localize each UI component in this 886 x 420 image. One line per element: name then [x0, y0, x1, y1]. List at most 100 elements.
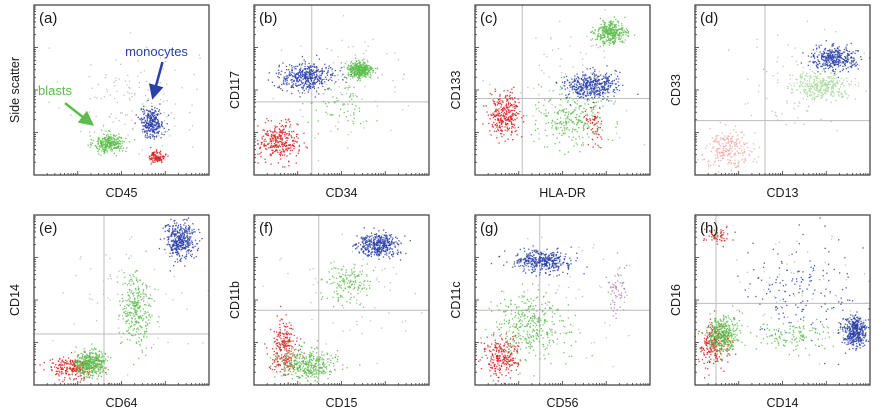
- data-point: [593, 77, 595, 79]
- data-point: [317, 69, 319, 71]
- data-point: [345, 116, 348, 118]
- data-point: [305, 78, 307, 80]
- data-point: [347, 66, 349, 68]
- data-point: [89, 111, 91, 113]
- data-point: [600, 100, 602, 102]
- data-point: [146, 120, 148, 122]
- data-point: [100, 375, 103, 378]
- data-point: [853, 63, 855, 65]
- data-point: [99, 372, 101, 375]
- data-point: [115, 138, 118, 140]
- data-point: [108, 147, 110, 149]
- data-point: [833, 59, 836, 61]
- data-point: [334, 69, 336, 72]
- data-point: [272, 145, 274, 147]
- data-point: [594, 119, 596, 121]
- data-point: [289, 121, 291, 123]
- data-point: [295, 68, 297, 70]
- data-point: [161, 122, 163, 124]
- data-point: [611, 41, 614, 43]
- data-point: [137, 60, 139, 62]
- data-point: [798, 101, 800, 103]
- data-point: [282, 131, 284, 133]
- data-point: [155, 116, 157, 118]
- data-point: [339, 67, 342, 70]
- data-point: [282, 145, 284, 148]
- data-point: [264, 121, 267, 124]
- data-point: [610, 28, 612, 30]
- data-point: [837, 54, 839, 56]
- data-point: [275, 144, 277, 146]
- data-point: [358, 76, 361, 78]
- data-point: [507, 104, 510, 106]
- data-point: [594, 85, 596, 87]
- data-point: [832, 77, 834, 79]
- data-point: [603, 83, 606, 85]
- data-point: [791, 89, 793, 91]
- data-point: [718, 165, 720, 167]
- data-point: [852, 61, 854, 63]
- data-point: [845, 68, 847, 70]
- data-point: [537, 107, 540, 109]
- data-point: [166, 99, 168, 102]
- data-point: [68, 363, 70, 365]
- data-point: [308, 62, 310, 65]
- data-point: [118, 314, 120, 316]
- data-point: [581, 121, 583, 123]
- data-point: [844, 62, 846, 64]
- data-point: [362, 72, 364, 74]
- data-point: [738, 142, 740, 144]
- data-point: [319, 77, 321, 79]
- data-point: [128, 141, 131, 143]
- data-point: [105, 140, 107, 142]
- data-point: [575, 78, 577, 80]
- data-point: [161, 133, 163, 135]
- data-point: [850, 56, 853, 58]
- data-point: [594, 123, 596, 125]
- data-point: [820, 65, 822, 68]
- data-point: [563, 76, 565, 78]
- data-point: [612, 34, 614, 36]
- data-point: [566, 79, 568, 81]
- data-point: [291, 92, 293, 95]
- data-point: [147, 130, 149, 132]
- data-point: [718, 160, 720, 162]
- data-point: [469, 110, 470, 111]
- data-point: [95, 145, 97, 147]
- data-point: [825, 57, 827, 60]
- data-point: [304, 76, 307, 78]
- data-point: [107, 137, 109, 139]
- data-point: [828, 77, 830, 79]
- data-point: [98, 148, 101, 150]
- data-point: [500, 100, 502, 102]
- data-point: [357, 69, 360, 71]
- data-point: [158, 126, 160, 128]
- data-point: [276, 149, 278, 152]
- data-point: [510, 116, 512, 118]
- data-point: [309, 75, 311, 78]
- data-point: [115, 144, 117, 146]
- data-point: [331, 73, 333, 75]
- data-point: [793, 82, 795, 85]
- data-point: [564, 114, 566, 116]
- data-point: [131, 110, 133, 112]
- data-point: [264, 158, 266, 160]
- data-point: [500, 120, 502, 122]
- data-point: [807, 86, 809, 88]
- data-point: [836, 59, 838, 61]
- data-point: [824, 49, 826, 51]
- data-point: [102, 143, 105, 145]
- data-point: [601, 129, 604, 131]
- data-point: [128, 80, 131, 82]
- data-point: [538, 110, 541, 112]
- data-point: [510, 117, 512, 119]
- data-point: [572, 81, 574, 83]
- data-point: [265, 148, 267, 150]
- data-point: [823, 59, 825, 61]
- data-point: [63, 366, 66, 369]
- data-point: [614, 69, 616, 72]
- data-point: [320, 80, 323, 83]
- data-point: [842, 82, 844, 84]
- data-point: [849, 57, 852, 59]
- data-point: [728, 153, 730, 155]
